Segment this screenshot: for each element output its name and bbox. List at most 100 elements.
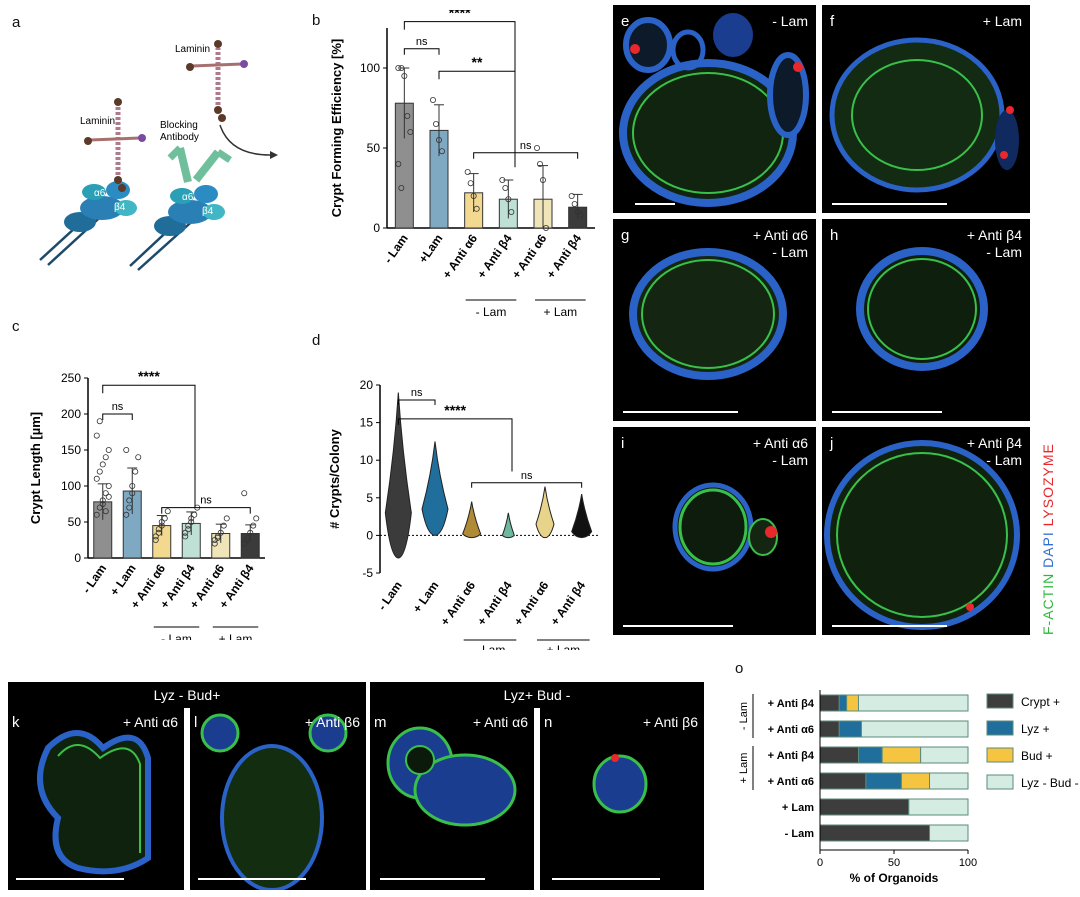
data-point	[536, 160, 543, 167]
micrograph-j: j + Anti β4 - Lam	[822, 427, 1030, 635]
data-point	[241, 540, 248, 547]
data-point	[126, 497, 133, 504]
significance-bracket	[403, 48, 440, 55]
integrin-right: α6 β4	[129, 185, 225, 271]
stain-legend: F-ACTIN DAPI LYSOZYME	[1040, 420, 1056, 635]
micrograph-i: i + Anti α6 - Lam	[613, 427, 816, 635]
y-axis-label: Crypt Length [µm]	[28, 412, 43, 524]
data-point	[105, 482, 112, 489]
group-label: + Lam	[738, 753, 750, 784]
data-point	[182, 529, 189, 536]
x-tick-label: + Anti β4	[544, 231, 585, 281]
data-point	[577, 212, 584, 219]
y-tick-label: 10	[360, 453, 374, 467]
x-tick-label: - Lam	[381, 232, 411, 266]
stacked-segment	[860, 720, 969, 738]
data-point	[93, 511, 100, 518]
panel-letter-o: o	[735, 660, 744, 677]
scalebar-i	[623, 625, 733, 627]
y-tick-label: 50	[68, 515, 82, 529]
x-tick-label: + Anti α6	[511, 578, 552, 628]
data-point	[102, 454, 109, 461]
significance-bracket	[397, 399, 436, 406]
y-axis-label: Crypt Forming Efficiency [%]	[329, 39, 344, 217]
data-point	[123, 511, 130, 518]
data-point	[93, 475, 100, 482]
significance-bracket	[102, 384, 196, 394]
micrograph-f: f + Lam	[822, 5, 1030, 213]
micrograph-e: e - Lam	[613, 5, 816, 213]
data-point	[430, 97, 437, 104]
banner-lyz-neg-bud-pos: Lyz - Bud+	[8, 682, 366, 708]
data-point	[467, 180, 474, 187]
y-tick-label: 15	[360, 416, 374, 430]
micrograph-h: h + Anti β4 - Lam	[822, 219, 1030, 421]
x-tick-label: 0	[817, 857, 823, 869]
y-category-label: + Anti α6	[768, 724, 814, 736]
data-point	[433, 121, 440, 128]
data-point	[135, 454, 142, 461]
data-point	[182, 533, 189, 540]
data-point	[99, 497, 106, 504]
laminin-right	[186, 40, 248, 122]
stacked-segment	[819, 798, 910, 816]
data-point	[132, 468, 139, 475]
data-point	[244, 536, 251, 543]
scalebar-e	[635, 203, 675, 205]
laminin-label-left: Laminin	[80, 116, 115, 127]
micrograph-l: l + Anti β6	[190, 708, 366, 890]
chart-o: + Anti β4 + Anti α6 + Anti β4 + Anti α6 + La…	[738, 690, 1079, 885]
significance-bracket	[403, 21, 516, 30]
stacked-segment	[920, 746, 969, 764]
x-tick-label: + Lam	[410, 579, 442, 616]
data-point	[247, 529, 254, 536]
panel-letter-m: m	[374, 714, 387, 731]
data-point	[499, 176, 506, 183]
data-point	[105, 447, 112, 454]
x-tick-label: 50	[888, 857, 900, 869]
scalebar-f	[832, 203, 947, 205]
micrograph-m: m + Anti α6	[370, 708, 534, 890]
data-point	[99, 500, 106, 507]
significance-label: ns	[112, 401, 124, 413]
significance-label: ****	[138, 368, 160, 384]
data-point	[155, 529, 162, 536]
data-point	[395, 160, 402, 167]
group-label: - Lam	[476, 305, 507, 319]
label-h: + Anti β4 - Lam	[966, 227, 1022, 260]
y-tick-label: 150	[61, 443, 81, 457]
data-point	[211, 536, 218, 543]
data-point	[542, 224, 549, 231]
blocking-antibody	[167, 145, 232, 183]
stacked-segment	[881, 746, 922, 764]
svg-text:α6: α6	[182, 192, 194, 203]
stacked-segment	[819, 772, 867, 790]
significance-label: ns	[200, 495, 212, 507]
legend-swatch	[986, 720, 1014, 736]
y-axis-label: # Crypts/Colony	[327, 428, 342, 528]
scalebar-m	[380, 878, 485, 880]
data-point	[464, 168, 471, 175]
group-label: - Lam	[738, 702, 750, 730]
label-k: + Anti α6	[122, 714, 178, 730]
legend-swatch	[986, 774, 1014, 790]
panel-letter-f: f	[830, 13, 835, 30]
data-point	[220, 522, 227, 529]
stain-dapi: DAPI	[1040, 531, 1056, 568]
panel-letter-a: a	[12, 14, 21, 31]
panel-letter-d: d	[312, 332, 321, 349]
y-category-label: + Lam	[782, 802, 814, 814]
significance-bracket	[438, 70, 516, 80]
significance-bracket	[102, 413, 133, 420]
x-tick-label: +Lam	[416, 232, 446, 266]
panel-letter-g: g	[621, 227, 630, 244]
data-point	[188, 518, 195, 525]
data-point	[250, 522, 257, 529]
svg-text:β4: β4	[202, 206, 214, 217]
data-point	[96, 468, 103, 475]
significance-label: ns	[411, 387, 423, 399]
stacked-segment	[838, 720, 862, 738]
scalebar-n	[552, 878, 660, 880]
x-tick-label: + Anti β4	[474, 578, 515, 628]
